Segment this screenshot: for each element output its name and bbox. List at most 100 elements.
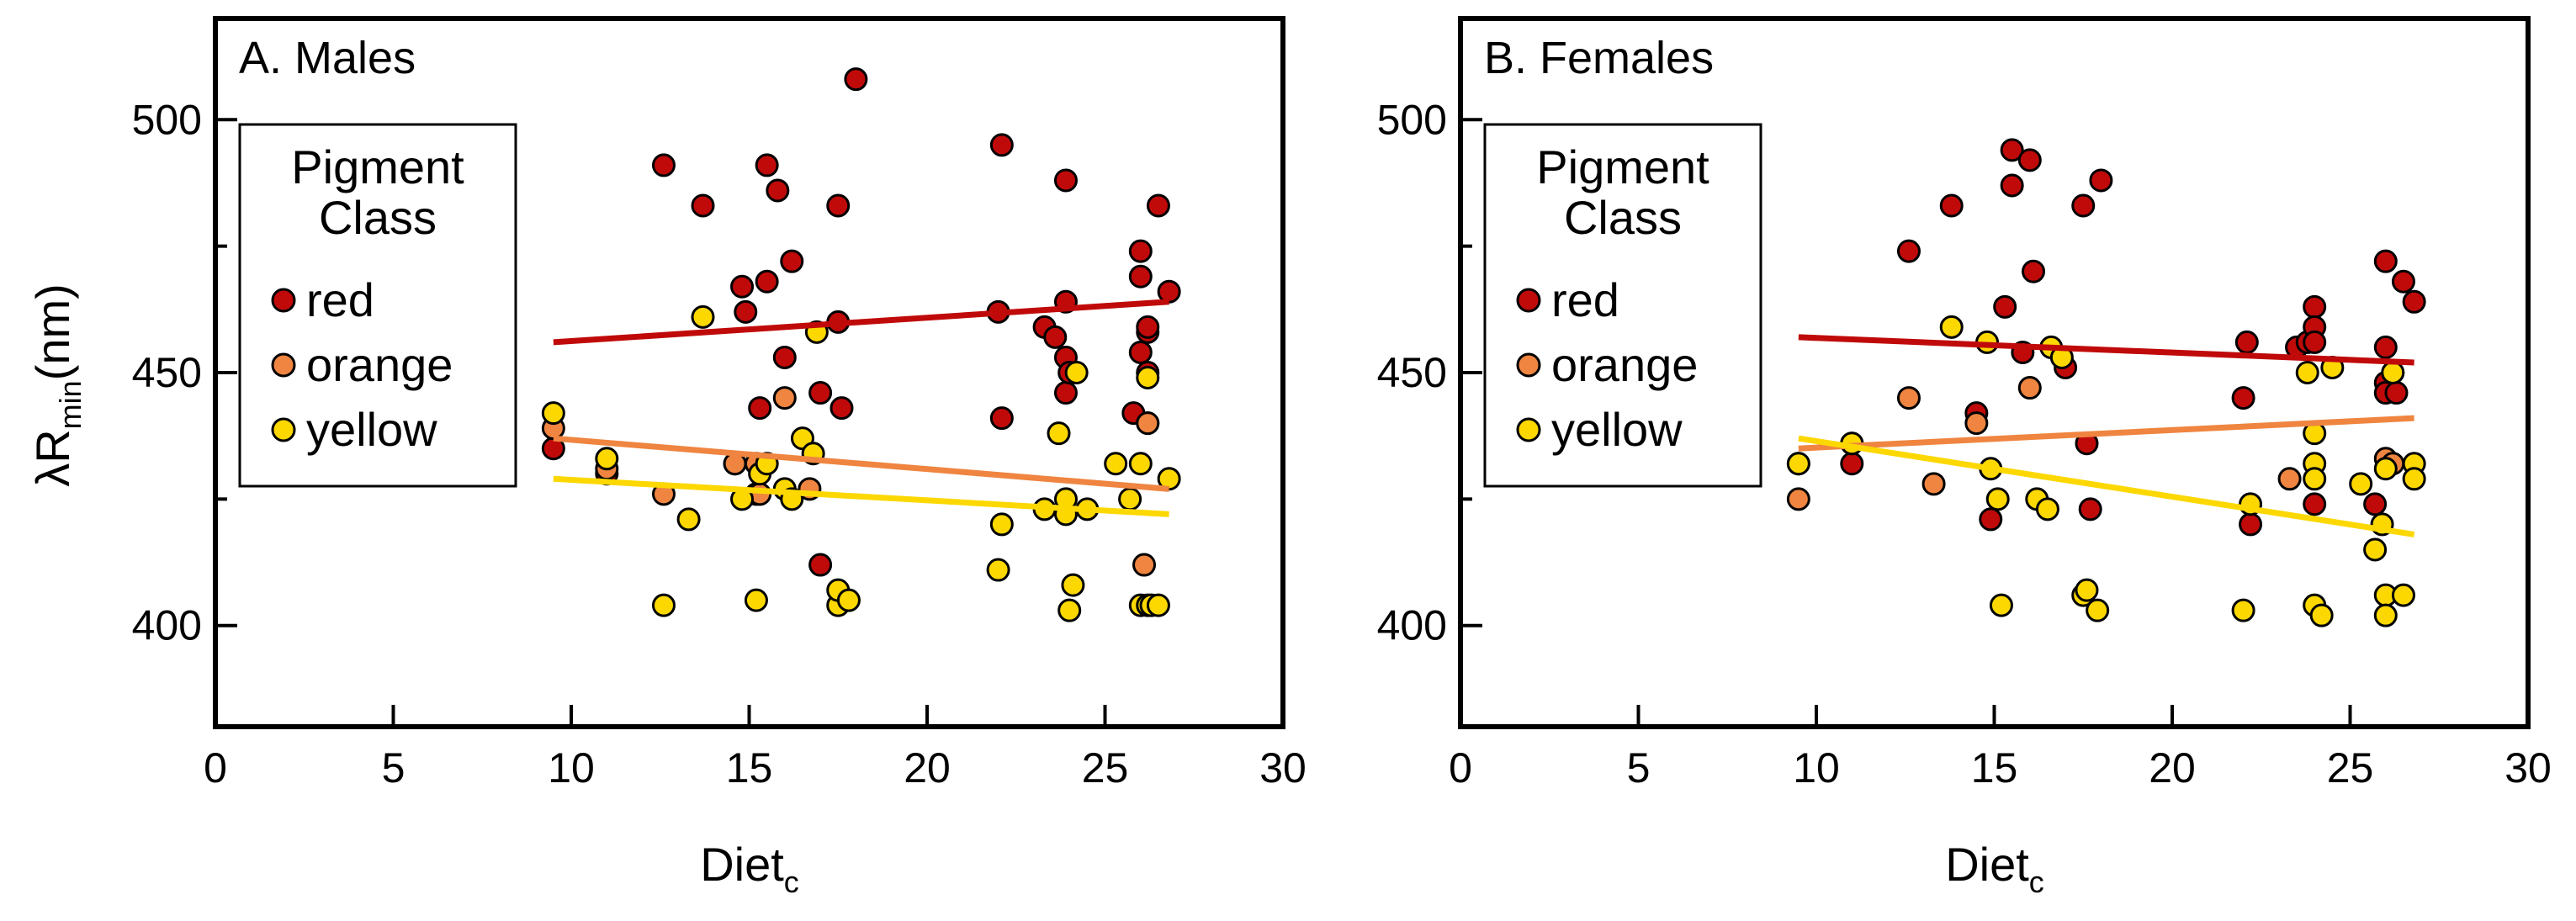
point-red-15 bbox=[2078, 497, 2102, 521]
point-red-33 bbox=[1128, 340, 1153, 364]
point-red-8 bbox=[2000, 173, 2024, 198]
point-orange-3 bbox=[1921, 472, 1946, 496]
point-red-13 bbox=[2071, 193, 2096, 218]
point-yellow-28 bbox=[2373, 457, 2398, 481]
legend-marker-red bbox=[1516, 288, 1541, 313]
legend: Pigment Class red orange yellow bbox=[1483, 123, 1762, 488]
point-red-17 bbox=[2231, 386, 2255, 410]
point-yellow-27 bbox=[1118, 487, 1142, 511]
y-axis-label-unit: (nm) bbox=[26, 283, 79, 380]
point-yellow-6 bbox=[1989, 593, 2013, 617]
point-red-32 bbox=[2384, 381, 2409, 405]
point-yellow-23 bbox=[1061, 573, 1085, 597]
legend-label-red: red bbox=[1551, 273, 1619, 326]
point-yellow-23 bbox=[2349, 472, 2373, 496]
point-red-24 bbox=[2303, 330, 2327, 354]
x-tick-label-20: 20 bbox=[904, 744, 951, 791]
legend-label-yellow: yellow bbox=[306, 403, 437, 456]
point-red-19 bbox=[844, 67, 868, 92]
point-red-8 bbox=[748, 396, 772, 421]
trendline-yellow bbox=[1798, 435, 2415, 537]
x-tick-label-10: 10 bbox=[548, 744, 595, 791]
axis-ticks: 0 5 10 15 20 25 30 400 450 500 bbox=[132, 96, 1307, 791]
panel-title: A. Males bbox=[239, 33, 416, 83]
x-tick-label-25: 25 bbox=[1082, 744, 1129, 791]
point-yellow-19 bbox=[2303, 467, 2327, 491]
x-axis-label-subscript: c bbox=[2029, 865, 2044, 899]
point-orange-0 bbox=[1786, 487, 1810, 511]
legend-marker-red bbox=[271, 288, 296, 313]
point-yellow-5 bbox=[1985, 487, 2010, 511]
point-red-17 bbox=[826, 193, 851, 218]
x-tick-label-0: 0 bbox=[204, 744, 227, 791]
x-tick-label-15: 15 bbox=[1971, 744, 2018, 791]
point-red-11 bbox=[766, 178, 790, 203]
point-yellow-4 bbox=[691, 304, 715, 329]
panel-males: A. Males Pigment Class red orange yellow… bbox=[132, 16, 1307, 899]
point-red-32 bbox=[1128, 239, 1153, 263]
point-red-5 bbox=[1979, 507, 2003, 532]
point-yellow-21 bbox=[2309, 603, 2334, 627]
legend-label-yellow: yellow bbox=[1551, 403, 1683, 456]
panel-title: B. Females bbox=[1484, 33, 1714, 83]
y-axis-label: λRmin(nm) bbox=[26, 283, 87, 487]
point-red-6 bbox=[1993, 294, 2017, 319]
legend-title-line1: Pigment bbox=[1536, 140, 1709, 193]
point-red-15 bbox=[808, 553, 833, 577]
point-red-3 bbox=[1939, 193, 1964, 218]
panel-females: B. Females Pigment Class red orange yell… bbox=[1377, 16, 2552, 899]
point-red-21 bbox=[989, 406, 1014, 431]
point-red-28 bbox=[2373, 335, 2398, 359]
legend-label-orange: orange bbox=[1551, 338, 1698, 391]
point-red-33 bbox=[2391, 269, 2415, 294]
axis-ticks: 0 5 10 15 20 25 30 400 450 500 bbox=[1377, 96, 2552, 791]
point-yellow-32 bbox=[2402, 467, 2426, 491]
point-red-14 bbox=[808, 381, 833, 405]
point-red-2 bbox=[1896, 239, 1921, 263]
point-orange-6 bbox=[772, 386, 797, 410]
y-tick-label-450: 450 bbox=[1377, 349, 1447, 396]
point-red-31 bbox=[1128, 264, 1153, 288]
trendline-orange bbox=[1798, 415, 2414, 452]
point-red-36 bbox=[1136, 315, 1160, 339]
point-yellow-26 bbox=[1104, 452, 1128, 476]
point-red-26 bbox=[2363, 492, 2388, 516]
point-red-16 bbox=[2089, 168, 2113, 193]
point-yellow-13 bbox=[2086, 598, 2110, 622]
point-yellow-30 bbox=[2391, 583, 2415, 607]
trendline-orange bbox=[553, 435, 1169, 492]
point-red-10 bbox=[755, 269, 779, 294]
x-tick-label-25: 25 bbox=[2327, 744, 2374, 791]
point-yellow-34 bbox=[1157, 467, 1181, 491]
point-red-34 bbox=[2402, 289, 2426, 314]
point-red-1 bbox=[1840, 452, 1864, 476]
point-red-5 bbox=[730, 274, 755, 299]
legend-title-line1: Pigment bbox=[291, 140, 464, 193]
point-yellow-18 bbox=[989, 512, 1014, 537]
point-orange-8 bbox=[1136, 411, 1160, 436]
y-tick-label-400: 400 bbox=[1377, 602, 1447, 649]
point-red-12 bbox=[772, 345, 797, 369]
point-red-10 bbox=[2017, 148, 2042, 172]
point-red-28 bbox=[1053, 381, 1078, 405]
legend-marker-yellow bbox=[1516, 417, 1541, 442]
point-yellow-33 bbox=[1146, 593, 1170, 617]
point-yellow-24 bbox=[2363, 537, 2388, 562]
x-tick-label-5: 5 bbox=[1627, 744, 1651, 791]
point-orange-9 bbox=[1132, 553, 1157, 577]
x-axis-label: Dietc bbox=[700, 838, 799, 899]
trendline-red bbox=[1798, 334, 2414, 366]
legend-title-line2: Class bbox=[319, 191, 437, 244]
x-tick-label-20: 20 bbox=[2149, 744, 2196, 791]
point-yellow-12 bbox=[2075, 578, 2099, 602]
point-red-13 bbox=[780, 249, 804, 273]
data-layer bbox=[541, 67, 1181, 622]
x-axis-label-main: Diet bbox=[1945, 838, 2029, 891]
y-axis-label-main: λR bbox=[26, 429, 79, 486]
point-orange-4 bbox=[1964, 411, 1989, 436]
y-tick-label-400: 400 bbox=[132, 602, 202, 649]
y-tick-label-450: 450 bbox=[132, 349, 202, 396]
point-red-2 bbox=[651, 153, 676, 177]
point-red-6 bbox=[734, 299, 758, 324]
